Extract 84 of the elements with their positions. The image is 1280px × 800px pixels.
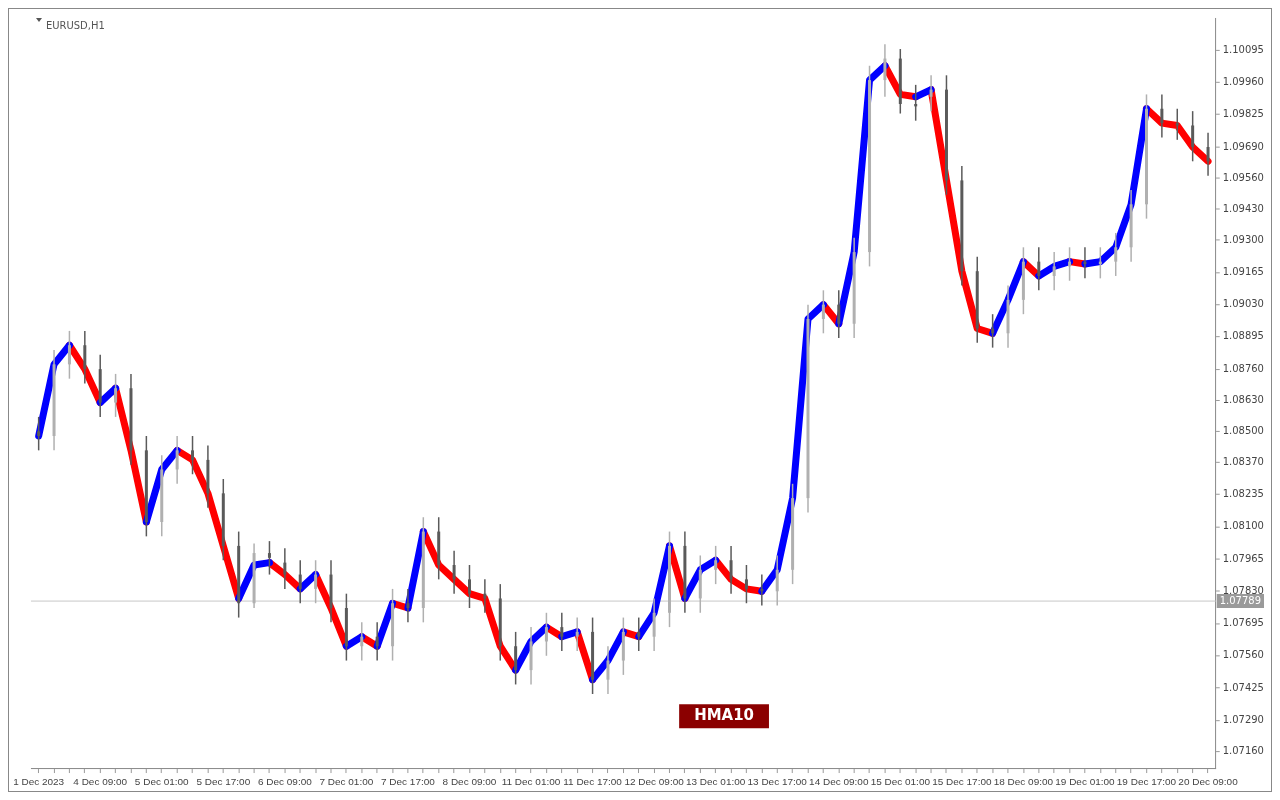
x-tick-label: 15 Dec 01:00 bbox=[870, 775, 931, 787]
x-tick-label: 19 Dec 17:00 bbox=[1116, 775, 1177, 787]
x-tick-label: 20 Dec 09:00 bbox=[1178, 775, 1239, 787]
candlestick bbox=[652, 597, 656, 652]
y-tick-label: 1.09430 bbox=[1222, 202, 1264, 214]
candlestick bbox=[375, 621, 379, 662]
x-tick-label: 5 Dec 01:00 bbox=[134, 775, 190, 787]
candlestick bbox=[298, 559, 302, 604]
y-tick-label: 1.08500 bbox=[1222, 424, 1264, 436]
candlestick bbox=[37, 416, 41, 452]
x-tick-label: 8 Dec 09:00 bbox=[442, 775, 497, 787]
x-tick-label: 13 Dec 17:00 bbox=[747, 775, 808, 787]
y-tick-label: 1.09165 bbox=[1222, 265, 1264, 277]
y-tick-label: 1.09690 bbox=[1222, 140, 1264, 152]
y-tick-label: 1.07290 bbox=[1222, 713, 1264, 725]
candlestick bbox=[729, 545, 733, 595]
y-tick-label: 1.07425 bbox=[1222, 681, 1264, 693]
candlestick bbox=[360, 621, 364, 662]
y-tick-label: 1.09960 bbox=[1222, 76, 1264, 88]
x-tick-label: 11 Dec 01:00 bbox=[501, 775, 561, 787]
x-tick-label: 19 Dec 01:00 bbox=[1055, 775, 1116, 787]
x-tick-label: 4 Dec 09:00 bbox=[73, 775, 128, 787]
y-tick-label: 1.07830 bbox=[1222, 584, 1264, 596]
candlestick bbox=[837, 289, 841, 339]
candlestick bbox=[452, 549, 456, 595]
candlestick bbox=[637, 616, 641, 652]
x-tick-label: 5 Dec 17:00 bbox=[196, 775, 251, 787]
x-tick-label: 6 Dec 09:00 bbox=[257, 775, 313, 787]
candlestick bbox=[606, 645, 610, 695]
candlestick bbox=[883, 43, 887, 98]
y-tick-label: 1.09030 bbox=[1222, 298, 1264, 310]
y-tick-label: 1.08760 bbox=[1222, 362, 1264, 374]
candlestick bbox=[821, 289, 825, 335]
y-tick-label: 1.09825 bbox=[1222, 108, 1264, 120]
annotation: HMA10 bbox=[694, 706, 754, 725]
x-tick-label: 12 Dec 09:00 bbox=[624, 775, 685, 787]
candlestick bbox=[314, 559, 318, 604]
x-tick-label: 13 Dec 01:00 bbox=[686, 775, 746, 787]
x-tick-label: 14 Dec 09:00 bbox=[809, 775, 869, 787]
y-tick-label: 1.08895 bbox=[1222, 330, 1264, 342]
candlestick bbox=[67, 330, 71, 380]
y-tick-label: 1.08370 bbox=[1222, 455, 1264, 467]
candlestick bbox=[560, 612, 564, 652]
x-tick-label: 7 Dec 01:00 bbox=[319, 775, 374, 787]
x-tick-label: 11 Dec 17:00 bbox=[563, 775, 623, 787]
y-tick-label: 1.07560 bbox=[1222, 649, 1264, 661]
x-tick-label: 7 Dec 17:00 bbox=[381, 775, 436, 787]
x-tick-label: 15 Dec 17:00 bbox=[932, 775, 992, 787]
candlestick bbox=[467, 564, 471, 609]
y-tick-label: 1.09300 bbox=[1222, 233, 1264, 245]
candlestick bbox=[1037, 246, 1041, 292]
y-tick-label: 1.07695 bbox=[1222, 617, 1264, 629]
candlestick bbox=[114, 373, 118, 418]
candlestick bbox=[1052, 251, 1056, 292]
y-tick-label: 1.08100 bbox=[1222, 520, 1264, 532]
candlestick bbox=[83, 330, 87, 385]
candlestick bbox=[406, 588, 410, 624]
chart-title: EURUSD,H1 bbox=[45, 19, 105, 31]
ref-line-label: 1.07789 bbox=[1219, 594, 1261, 606]
candlestick bbox=[1160, 93, 1164, 139]
candlestick bbox=[283, 547, 287, 590]
candlestick bbox=[1206, 131, 1210, 177]
candlestick bbox=[1114, 232, 1118, 277]
candlestick bbox=[1145, 93, 1148, 220]
candlestick bbox=[575, 616, 579, 652]
y-tick-label: 1.07965 bbox=[1222, 552, 1264, 564]
candlestick bbox=[668, 530, 672, 628]
candlestick bbox=[1191, 110, 1195, 163]
y-tick-label: 1.09560 bbox=[1222, 171, 1264, 183]
candlestick bbox=[175, 435, 179, 485]
candlestick bbox=[714, 545, 718, 585]
candlestick bbox=[744, 564, 748, 604]
y-tick-label: 1.08235 bbox=[1222, 488, 1264, 500]
x-tick-label: 18 Dec 09:00 bbox=[993, 775, 1054, 787]
y-tick-label: 1.07160 bbox=[1222, 744, 1264, 756]
y-tick-label: 1.10095 bbox=[1222, 43, 1264, 55]
candlestick bbox=[775, 554, 779, 607]
y-tick-label: 1.08630 bbox=[1222, 393, 1264, 405]
candlestick bbox=[929, 74, 933, 112]
x-tick-label: 1 Dec 2023 bbox=[13, 775, 65, 787]
candlestick bbox=[514, 631, 518, 686]
candlestick bbox=[544, 612, 548, 657]
candlestick bbox=[191, 435, 195, 475]
candlestick bbox=[267, 540, 271, 576]
